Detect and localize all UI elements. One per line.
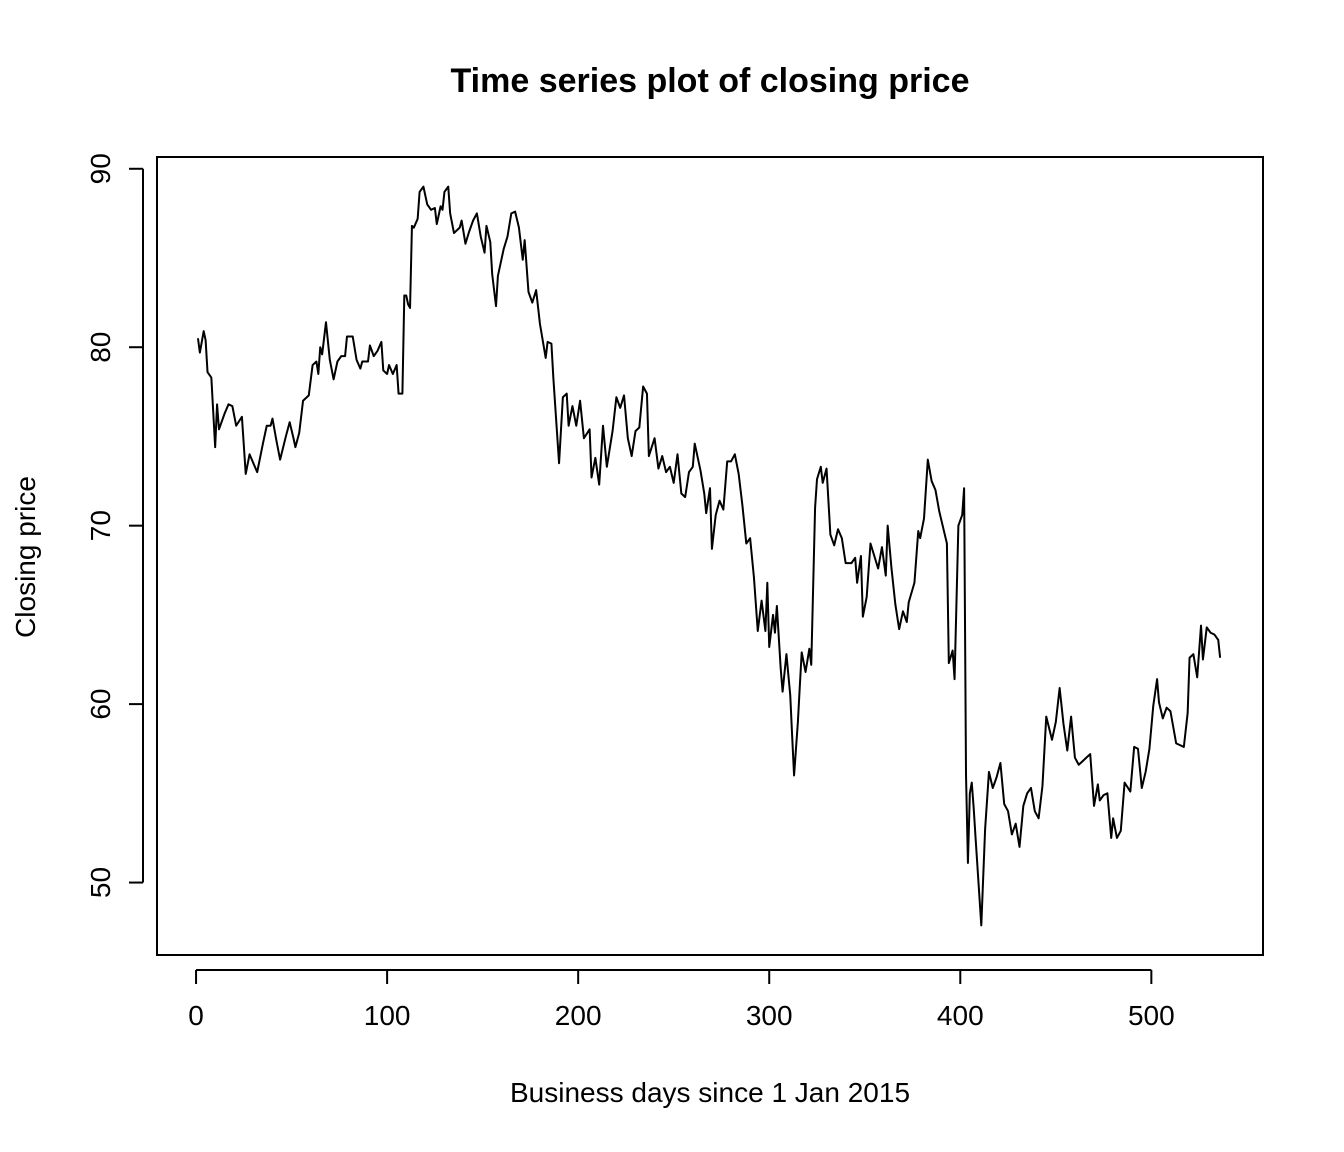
plot-frame (156, 156, 1264, 956)
x-tick-label: 400 (937, 1000, 984, 1031)
y-axis-label: Closing price (10, 476, 41, 638)
x-axis-label: Business days since 1 Jan 2015 (510, 1077, 910, 1108)
x-tick-label: 0 (188, 1000, 204, 1031)
y-tick-label: 90 (85, 153, 116, 184)
x-tick-label: 200 (555, 1000, 602, 1031)
y-tick-label: 80 (85, 332, 116, 363)
y-tick-label: 70 (85, 510, 116, 541)
y-tick-label: 60 (85, 689, 116, 720)
price-line (196, 185, 1222, 927)
x-tick-label: 300 (746, 1000, 793, 1031)
y-tick-label: 50 (85, 867, 116, 898)
x-tick-label: 500 (1128, 1000, 1175, 1031)
chart-title: Time series plot of closing price (451, 62, 970, 100)
x-tick-label: 100 (364, 1000, 411, 1031)
